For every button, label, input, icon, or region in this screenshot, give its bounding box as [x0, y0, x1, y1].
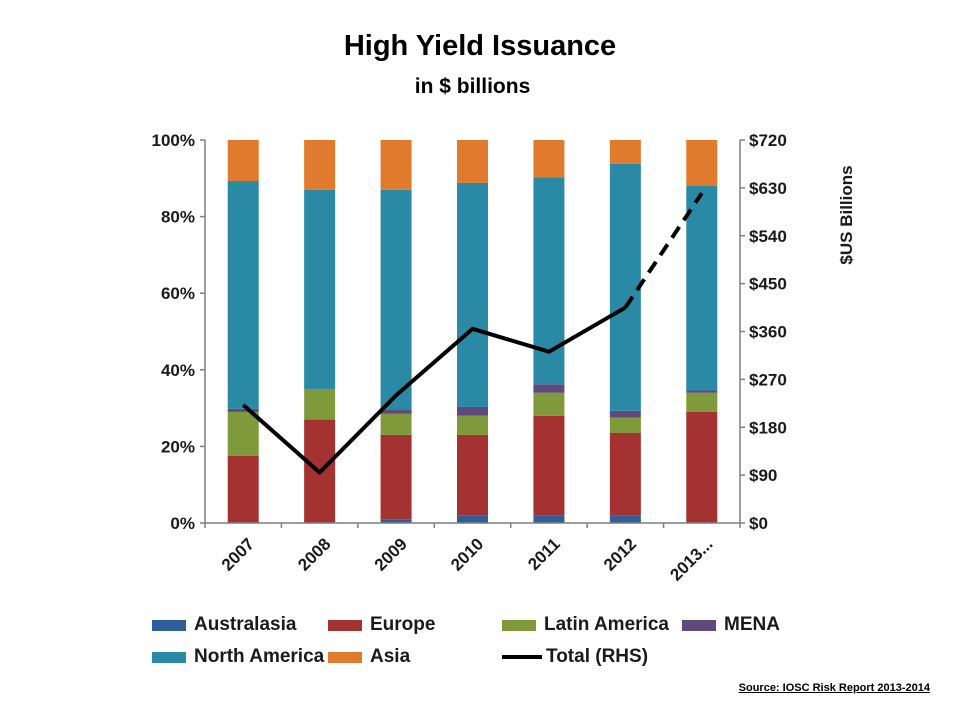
legend-item-mena: MENA: [682, 614, 780, 636]
bar-north-america-0: [227, 180, 259, 409]
bar-australasia-2: [380, 519, 412, 523]
bar-latin-america-0: [227, 411, 259, 456]
y-tick-label-right-8: $720: [749, 131, 787, 150]
y-tick-label-left-1: 20%: [161, 437, 195, 456]
bar-asia-5: [609, 140, 641, 164]
bar-australasia-3: [457, 515, 488, 523]
bar-asia-1: [304, 140, 336, 190]
legend-label-europe: Europe: [370, 614, 436, 635]
total-line-dashed: [623, 192, 704, 309]
chart-subtitle: in $ billions: [414, 75, 531, 98]
bar-mena-4: [533, 384, 565, 393]
bar-latin-america-1: [304, 388, 336, 420]
bar-mena-3: [457, 406, 488, 416]
bar-latin-america-5: [609, 417, 641, 433]
y-tick-label-right-3: $270: [749, 370, 787, 389]
bar-mena-5: [609, 410, 641, 418]
legend-label-north-america: North America: [194, 646, 325, 667]
bar-asia-3: [457, 140, 488, 183]
legend-swatch-north-america: [152, 651, 186, 663]
x-tick-label-3: 2010: [447, 534, 487, 574]
x-tick-label-1: 2008: [294, 534, 334, 574]
legend-item-europe: Europe: [328, 614, 435, 636]
bar-australasia-4: [533, 515, 565, 523]
bar-north-america-3: [457, 182, 488, 407]
bar-europe-6: [686, 411, 718, 523]
legend-label-asia: Asia: [370, 646, 411, 667]
legend-swatch-europe: [328, 619, 362, 631]
y-tick-label-left-2: 40%: [161, 361, 195, 380]
y-tick-label-left-5: 100%: [152, 131, 195, 150]
legend-swatch-mena: [682, 619, 716, 631]
y-tick-label-left-3: 60%: [161, 284, 195, 303]
bar-latin-america-4: [533, 392, 565, 416]
bar-north-america-2: [380, 189, 412, 410]
bar-europe-0: [227, 455, 259, 523]
legend-swatch-latin-america: [502, 619, 536, 631]
x-tick-label-2: 2009: [371, 534, 411, 574]
legend-label-australasia: Australasia: [194, 614, 297, 635]
legend-swatch-asia: [328, 651, 362, 663]
bar-mena-2: [380, 409, 412, 414]
bar-north-america-1: [304, 189, 336, 389]
legend-label-mena: MENA: [724, 614, 780, 635]
y-tick-label-right-0: $0: [749, 514, 768, 533]
y2-axis-label: $US Billions: [837, 165, 856, 264]
x-tick-label-0: 2007: [218, 534, 258, 574]
y-tick-label-right-6: $540: [749, 227, 787, 246]
legend-label-total-rhs: Total (RHS): [546, 646, 649, 667]
y-tick-label-right-5: $450: [749, 275, 787, 294]
bar-europe-2: [380, 434, 412, 520]
bar-latin-america-3: [457, 415, 488, 435]
legend-swatch-australasia: [152, 619, 186, 631]
y-tick-label-right-2: $180: [749, 418, 787, 437]
y-tick-label-left-4: 80%: [161, 208, 195, 227]
x-tick-label-6: 2013...: [666, 534, 716, 584]
legend-swatch-total-rhs: [502, 655, 542, 659]
x-tick-label-4: 2011: [524, 534, 564, 574]
legend-item-asia: Asia: [328, 646, 410, 668]
bar-europe-4: [533, 415, 565, 516]
bar-asia-4: [533, 140, 565, 178]
bar-europe-3: [457, 434, 488, 516]
bar-mena-6: [686, 390, 718, 393]
source-note: Source: IOSC Risk Report 2013-2014: [738, 682, 930, 694]
y-tick-label-right-4: $360: [749, 323, 787, 342]
bar-north-america-6: [686, 185, 718, 391]
y-tick-label-right-7: $630: [749, 179, 787, 198]
y-tick-label-left-0: 0%: [170, 514, 195, 533]
legend-item-australasia: Australasia: [152, 614, 296, 636]
bar-australasia-5: [609, 515, 641, 523]
bar-latin-america-2: [380, 413, 412, 435]
total-line-solid: [241, 305, 627, 475]
bar-asia-6: [686, 140, 718, 186]
legend-item-north-america: North America: [152, 646, 324, 668]
bar-mena-0: [227, 408, 259, 412]
legend-item-total-rhs: Total (RHS): [502, 646, 648, 668]
y-tick-label-right-1: $90: [749, 466, 777, 485]
bar-asia-0: [227, 140, 259, 181]
bar-latin-america-6: [686, 392, 718, 412]
legend-item-latin-america: Latin America: [502, 614, 669, 636]
bar-north-america-5: [609, 163, 641, 411]
x-tick-label-5: 2012: [600, 534, 640, 574]
legend-label-latin-america: Latin America: [544, 614, 669, 635]
bar-asia-2: [380, 140, 412, 190]
bar-europe-5: [609, 432, 641, 516]
chart-title: High Yield Issuance: [343, 30, 617, 62]
